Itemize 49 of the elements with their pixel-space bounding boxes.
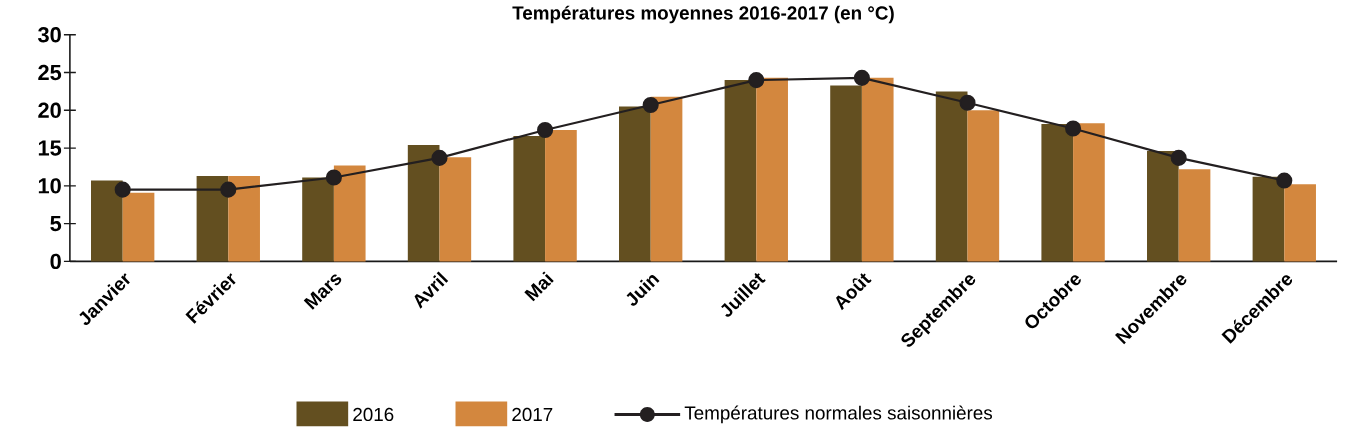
bar [1284,184,1316,262]
bar [407,144,440,262]
bar [302,177,334,262]
point [1065,120,1082,137]
point [853,69,870,86]
bar [122,192,155,262]
y-tick-label: 25 [38,64,62,81]
point [959,94,976,111]
bar [724,79,757,262]
bar [1073,122,1105,262]
x-tick-label: Juin [626,274,660,306]
y-tick-label: 15 [38,140,62,156]
chart-title: Températures moyennes 2016-2017 (en °C) [512,5,894,24]
bar [1252,176,1285,262]
bar [1178,169,1211,262]
bar [935,91,968,262]
bar [650,96,683,262]
bar [439,156,472,262]
legend-label: 2016 [353,407,394,421]
bar [830,85,862,262]
y-tick-label: 10 [38,177,61,194]
bar [861,77,894,262]
point [748,71,765,88]
y-tick-label: 5 [50,215,62,232]
point [642,96,659,113]
point [114,181,131,198]
legend-label: Températures normales saisonnières [684,405,993,424]
point [537,121,554,138]
bar [1147,150,1179,262]
bar [333,165,366,262]
y-tick-label: 30 [38,26,61,43]
bar [196,175,229,262]
y-tick-label: 20 [38,102,61,118]
bar [91,180,123,262]
point [431,149,448,166]
point [1276,172,1293,189]
bar [967,110,1000,262]
legend-label: 2017 [512,407,553,421]
bar [513,135,546,262]
bar [228,175,260,262]
bar [1041,123,1074,262]
bar [619,106,651,262]
point [325,169,342,186]
bar [756,77,788,262]
point [1170,149,1187,166]
bar [545,129,577,262]
x-tick-label: Mai [524,271,554,302]
y-tick-label: 0 [50,253,61,269]
point [220,181,237,198]
